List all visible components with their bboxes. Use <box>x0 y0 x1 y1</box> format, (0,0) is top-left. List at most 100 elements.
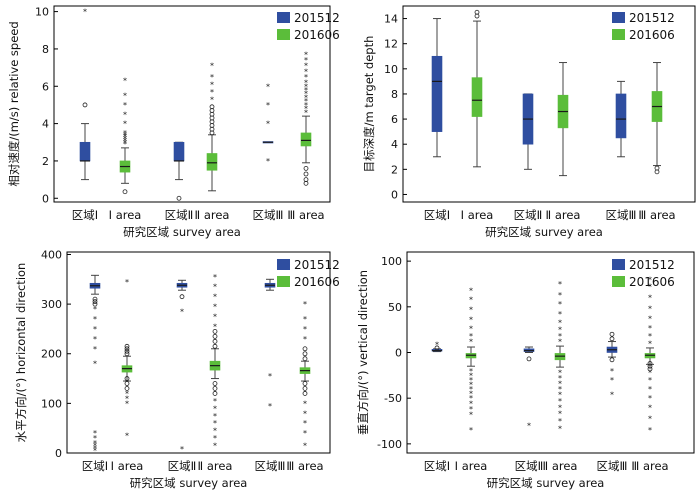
outlier-circle <box>303 171 309 177</box>
outlier-star: * <box>213 293 217 302</box>
category-label: Ⅱ area <box>546 208 581 222</box>
outlier-star: * <box>648 283 652 292</box>
outlier-star: * <box>266 82 270 91</box>
category-label: Ⅱ area <box>198 459 233 473</box>
outlier-star: * <box>83 8 87 17</box>
outlier-circle <box>526 356 532 362</box>
outlier-star: * <box>123 133 127 142</box>
outlier-star: * <box>648 332 652 341</box>
y-tick-label: 2 <box>42 155 49 168</box>
outlier-circle <box>647 366 653 372</box>
y-tick-label: 12 <box>384 38 398 51</box>
outlier-circle <box>176 195 182 201</box>
y-tick-label: 2 <box>391 163 398 176</box>
box-body <box>615 93 627 139</box>
outlier-star: * <box>123 77 127 86</box>
outlier-star: * <box>648 394 652 403</box>
plot-frame <box>66 251 331 454</box>
outlier-star: * <box>558 291 562 300</box>
outlier-star: * <box>648 376 652 385</box>
outlier-star: * <box>469 400 473 409</box>
category-label: Ⅰ area <box>455 459 488 473</box>
outlier-circle <box>124 346 130 352</box>
category-label: 区域Ⅰ <box>424 459 450 473</box>
y-tick-label: 10 <box>384 63 398 76</box>
outlier-star: * <box>610 376 614 385</box>
legend-label: 201606 <box>629 28 675 42</box>
plot-frame <box>402 5 696 203</box>
outlier-star: * <box>304 67 308 76</box>
y-axis-label: 水平方向/(°) horizontal direction <box>14 263 28 443</box>
outlier-star: * <box>303 300 307 309</box>
legend-swatch <box>277 12 290 23</box>
legend-swatch <box>277 29 290 40</box>
box-4: ***** <box>206 62 218 192</box>
outlier-star: * <box>93 447 97 456</box>
outlier-star: * <box>304 86 308 95</box>
outlier-star: * <box>558 385 562 394</box>
y-tick-label: 0 <box>42 192 49 205</box>
legend-swatch <box>277 259 290 270</box>
outlier-star: * <box>469 286 473 295</box>
y-tick-label: 200 <box>41 348 62 361</box>
outlier-circle <box>212 333 218 339</box>
outlier-star: * <box>93 442 97 451</box>
outlier-circle <box>209 104 215 110</box>
outlier-circle <box>124 348 130 354</box>
outlier-star: * <box>213 419 217 428</box>
outlier-star: * <box>558 318 562 327</box>
outlier-circle <box>212 381 218 386</box>
category-label: 区域Ⅱ <box>514 208 543 222</box>
y-tick-label: 300 <box>41 298 62 311</box>
outlier-star: * <box>213 442 217 451</box>
outlier-star: * <box>558 332 562 341</box>
outlier-star: * <box>648 275 652 284</box>
outlier-star: * <box>469 394 473 403</box>
outlier-star: * <box>304 79 308 88</box>
box-2: ***** <box>121 278 133 441</box>
outlier-circle <box>303 165 309 171</box>
box-4 <box>557 62 569 177</box>
y-axis-label: 目标深度/m target depth <box>362 36 376 173</box>
outlier-star: * <box>469 390 473 399</box>
outlier-star: * <box>469 376 473 385</box>
outlier-star: * <box>558 380 562 389</box>
outlier-circle <box>302 356 308 362</box>
outlier-circle <box>212 386 218 391</box>
y-tick-label: 6 <box>42 80 49 93</box>
category-label: 区域Ⅰ <box>72 208 98 222</box>
outlier-star: * <box>266 157 270 166</box>
category-label: 区域Ⅱ <box>515 459 544 473</box>
outlier-star: * <box>469 338 473 347</box>
y-tick-label: 8 <box>391 88 398 101</box>
outlier-star: * <box>558 300 562 309</box>
legend: 201512 201606 <box>612 11 675 42</box>
outlier-circle <box>474 9 480 15</box>
outlier-star: * <box>125 432 129 441</box>
outlier-star: * <box>123 140 127 149</box>
outlier-star: * <box>303 442 307 451</box>
box-3: ** <box>176 279 188 454</box>
outlier-circle <box>179 294 185 300</box>
outlier-star: * <box>93 325 97 334</box>
category-label: 区域Ⅱ <box>165 208 194 222</box>
outlier-star: * <box>558 424 562 433</box>
outlier-star: * <box>469 316 473 325</box>
outlier-star: * <box>123 120 127 129</box>
outlier-star: * <box>123 101 127 110</box>
box-1: ************ <box>89 274 101 456</box>
y-axis-label: 垂直方向/(°) vertical direction <box>356 270 370 435</box>
outlier-circle <box>212 343 218 349</box>
outlier-star: * <box>304 101 308 110</box>
outlier-star: * <box>648 369 652 378</box>
category-label: Ⅱ area <box>543 459 578 473</box>
outlier-star: * <box>213 273 217 282</box>
outlier-circle <box>212 391 218 396</box>
box-1 <box>431 18 443 158</box>
outlier-star: * <box>210 95 214 104</box>
outlier-star: * <box>558 397 562 406</box>
y-tick-label: 0 <box>391 188 398 201</box>
y-axis-label: 相对速度/(m/s) relative speed <box>7 21 21 186</box>
box-2: ************ <box>119 77 131 195</box>
outlier-star: * <box>304 108 308 117</box>
